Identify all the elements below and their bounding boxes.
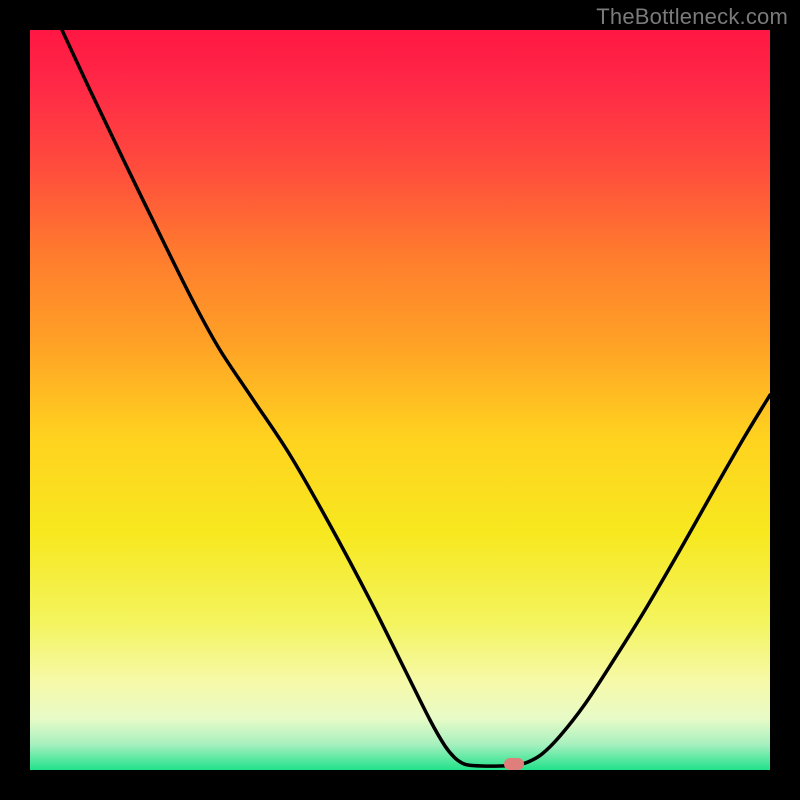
watermark-text: TheBottleneck.com bbox=[596, 4, 788, 30]
chart-svg bbox=[30, 30, 770, 770]
optimal-marker bbox=[504, 758, 524, 770]
plot-area bbox=[30, 30, 770, 770]
chart-frame: TheBottleneck.com bbox=[0, 0, 800, 800]
